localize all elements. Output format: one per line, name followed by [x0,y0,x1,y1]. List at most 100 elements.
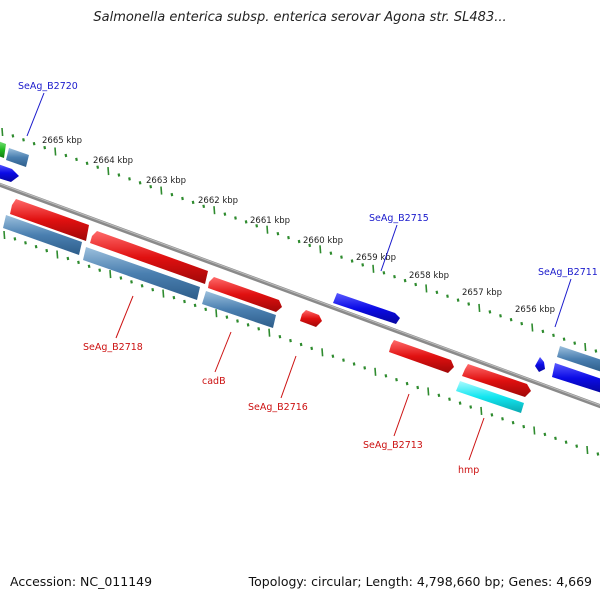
feature-steel-cadb[interactable] [202,291,276,328]
gene-label-b2715[interactable]: SeAg_B2715 [369,213,429,224]
outer-tick [319,245,322,254]
callout-cadb [214,331,232,373]
outer-tick [160,186,163,195]
callout-hmp [468,417,485,461]
gene-label-b2718[interactable]: SeAg_B2718 [83,342,143,353]
feature-red-hmp-adjacent[interactable] [462,364,531,397]
feature-steel-b2711[interactable] [557,346,600,372]
outer-tick [244,220,248,224]
feature-steel-b2720[interactable] [6,148,29,167]
gene-labels: SeAg_B2720 SeAg_B2715 SeAg_B2711 SeAg_B2… [18,81,598,476]
outer-tick [96,165,100,169]
outer-tick [117,173,121,177]
inner-tick [299,342,303,347]
inner-tick [183,299,186,304]
inner-tick [34,244,38,249]
inner-tick [384,374,388,378]
inner-tick [480,406,483,415]
inner-tick [352,362,356,366]
outer-tick [308,243,312,248]
inner-tick [501,417,504,421]
tick-label-2658: 2658 kbp [409,271,449,281]
inner-tick [119,276,123,280]
feature-red-b2713[interactable] [389,340,454,373]
outer-tick [54,147,57,156]
inner-tick [437,393,441,398]
gene-label-b2720[interactable]: SeAg_B2720 [18,81,78,92]
outer-tick [213,206,216,215]
outer-tick [75,157,78,162]
outer-tick [382,271,386,275]
feature-blue-small[interactable] [535,357,545,372]
outer-tick [107,167,110,176]
inner-tick [395,377,398,382]
feature-red-upper[interactable] [10,199,89,241]
inner-tick [289,338,292,343]
inner-tick [405,381,409,386]
gene-label-cadb[interactable]: cadB [202,376,226,387]
outer-tick [573,341,577,345]
outer-tick [403,278,407,283]
inner-tick [98,268,102,272]
inner-tick [24,241,27,245]
tick-label-2662: 2662 kbp [198,196,238,206]
outer-tick [266,225,269,234]
outer-tick [11,134,15,138]
gene-label-b2713[interactable]: SeAg_B2713 [363,440,423,451]
outer-tick [594,349,598,353]
feature-red-cadb[interactable] [208,277,282,312]
outer-tick [499,314,502,318]
inner-tick [268,328,271,337]
outer-tick [191,200,195,205]
feature-red-b2716[interactable] [300,310,322,327]
feature-cyan-hmp[interactable] [456,381,524,413]
outer-tick [170,192,174,197]
feature-steel-long[interactable] [83,247,200,300]
inner-tick [564,440,568,444]
outer-tick [181,196,184,201]
outer-tick [531,323,534,332]
outer-tick [287,235,290,240]
outer-tick [234,216,237,220]
outer-tick [488,310,492,314]
feature-green[interactable] [0,141,6,158]
inner-tick [543,432,547,437]
outer-tick [340,255,343,259]
features [0,141,600,413]
inner-tick [321,348,324,357]
inner-tick [533,426,536,435]
outer-tick [43,145,47,150]
outer-tick [541,329,545,334]
inner-tick [109,270,112,279]
inner-tick [310,346,314,351]
outer-tick [584,342,587,352]
tick-ring-outer [1,127,598,353]
outer-tick [425,284,428,293]
feature-red-cadb-adjacent[interactable] [90,231,208,284]
inner-tick [236,319,239,323]
tick-label-2663: 2663 kbp [146,176,186,186]
inner-tick [193,303,197,308]
gene-label-hmp[interactable]: hmp [458,465,479,476]
inner-tick [3,230,6,240]
inner-tick [586,445,589,455]
genome-backbone [0,182,600,409]
feature-blue-b2715[interactable] [333,293,400,324]
feature-blue-right[interactable] [552,363,600,393]
gene-label-b2716[interactable]: SeAg_B2716 [248,402,308,413]
feature-blue-left[interactable] [0,164,19,182]
outer-tick [393,274,396,279]
outer-tick [149,184,153,189]
inner-tick [554,436,557,441]
inner-tick [278,334,282,339]
genome-backbone-highlight [0,183,600,406]
outer-tick [509,317,513,322]
inner-tick [45,248,49,253]
outer-tick [414,282,418,287]
inner-tick [13,237,17,241]
inner-tick [257,327,261,331]
outer-tick [128,177,131,181]
gene-label-b2711[interactable]: SeAg_B2711 [538,267,598,278]
feature-steel-b2718[interactable] [3,215,82,255]
